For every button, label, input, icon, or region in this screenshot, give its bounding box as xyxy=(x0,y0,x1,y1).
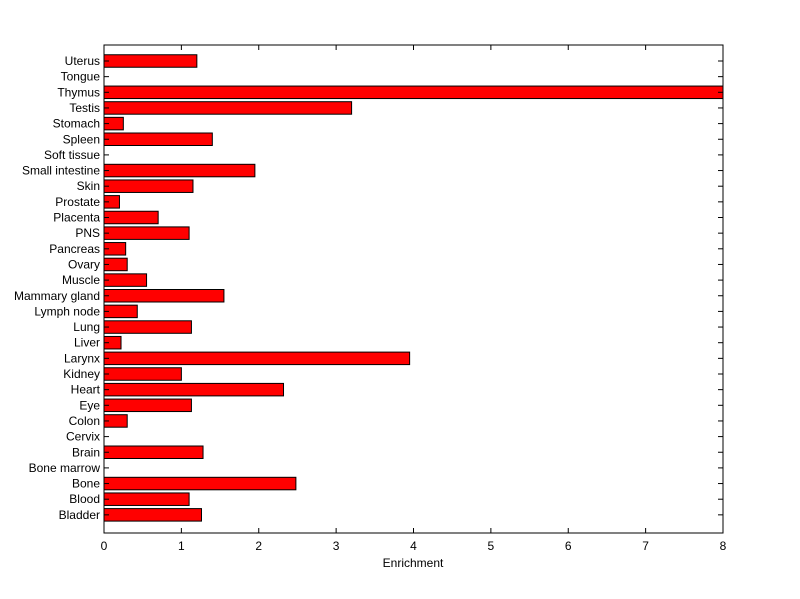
bar-eye xyxy=(103,398,192,413)
category-label: Colon xyxy=(69,414,100,428)
bar-placenta xyxy=(103,210,159,225)
x-tick-labels-group: 0 1 2 3 4 5 6 7 8 xyxy=(101,539,727,553)
bar-bladder xyxy=(103,508,202,522)
x-tick-label: 2 xyxy=(255,539,262,553)
x-tick-label: 3 xyxy=(333,539,340,553)
category-label: Prostate xyxy=(55,195,100,209)
category-label: Stomach xyxy=(53,117,100,131)
category-label: Bone xyxy=(72,477,100,491)
bar-testis xyxy=(103,101,353,115)
x-tick-label: 0 xyxy=(101,539,108,553)
category-label: PNS xyxy=(75,226,100,240)
category-label: Uterus xyxy=(65,54,100,68)
bar-bone xyxy=(103,476,297,491)
bar-brain xyxy=(103,445,204,459)
category-label: Lymph node xyxy=(34,304,100,318)
category-label: Lung xyxy=(73,320,100,334)
bar-larynx xyxy=(103,351,411,366)
bar-small-intestine xyxy=(103,163,256,178)
bar-mammary-gland xyxy=(103,289,225,303)
x-axis-label: Enrichment xyxy=(383,556,444,570)
x-tick-label: 7 xyxy=(642,539,649,553)
bar-thymus xyxy=(103,85,724,100)
category-label: Thymus xyxy=(57,85,100,99)
x-tick-label: 6 xyxy=(565,539,572,553)
category-label: Mammary gland xyxy=(14,289,100,303)
category-label: Tongue xyxy=(61,70,101,84)
bar-uterus xyxy=(103,54,198,68)
category-label: Larynx xyxy=(64,351,100,365)
category-label: Muscle xyxy=(62,273,100,287)
category-label: Liver xyxy=(74,336,100,350)
x-tick-label: 5 xyxy=(488,539,495,553)
category-label: Kidney xyxy=(63,367,100,381)
category-label: Testis xyxy=(69,101,100,115)
category-label: Brain xyxy=(72,445,100,459)
x-tick-label: 8 xyxy=(720,539,727,553)
category-label: Bone marrow xyxy=(29,461,101,475)
plot-frame xyxy=(103,44,724,534)
category-label: Heart xyxy=(71,383,101,397)
category-label: Small intestine xyxy=(22,164,100,178)
bar-pns xyxy=(103,226,190,240)
x-tick-label: 4 xyxy=(410,539,417,553)
ticks-group xyxy=(103,45,724,533)
x-tick-label: 1 xyxy=(178,539,185,553)
category-label: Pancreas xyxy=(49,242,100,256)
category-label: Cervix xyxy=(66,430,100,444)
bar-blood xyxy=(103,492,190,506)
bar-skin xyxy=(103,179,194,193)
category-label: Placenta xyxy=(53,211,100,225)
category-label: Eye xyxy=(79,398,100,412)
category-label: Soft tissue xyxy=(44,148,100,162)
category-label: Spleen xyxy=(63,132,100,146)
category-label: Blood xyxy=(69,492,100,506)
bar-lung xyxy=(103,320,192,334)
category-label: Ovary xyxy=(68,257,100,271)
bar-muscle xyxy=(103,273,148,287)
bar-heart xyxy=(103,382,285,397)
bar-spleen xyxy=(103,132,213,146)
category-label: Bladder xyxy=(59,508,100,522)
bar-kidney xyxy=(103,367,182,381)
category-label: Skin xyxy=(77,179,100,193)
